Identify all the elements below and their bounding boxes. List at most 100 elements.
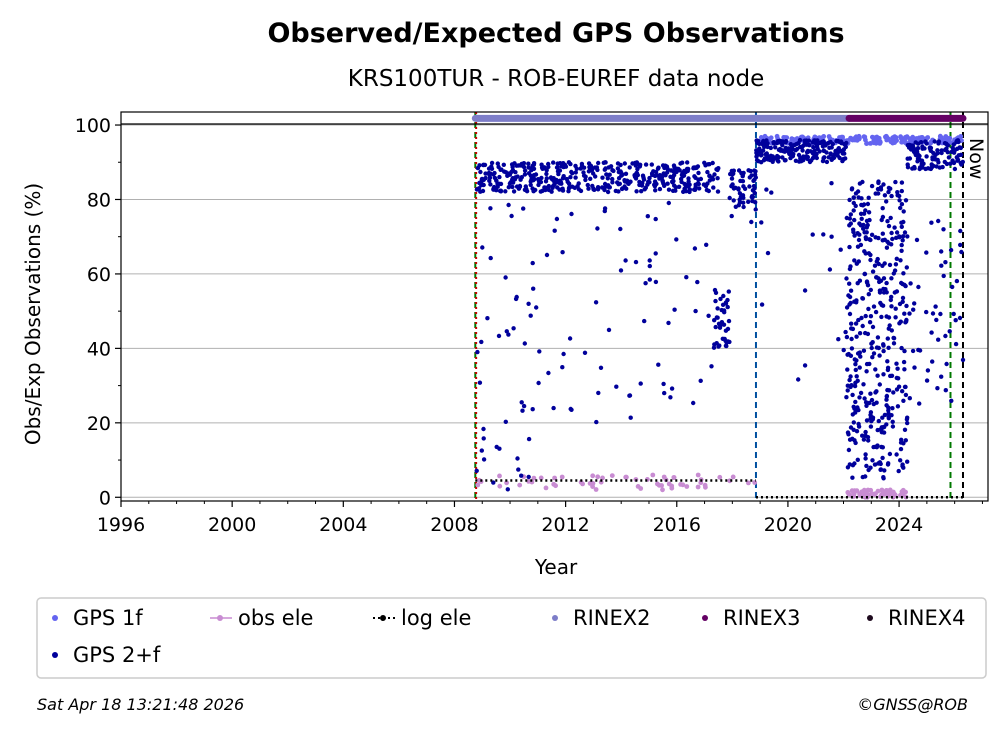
point-gps-2-f — [910, 348, 916, 354]
point-gps-2-f — [875, 186, 881, 192]
point-gps-2-f — [796, 152, 802, 158]
point-gps-2-f — [953, 341, 959, 347]
point-gps-2-f — [711, 185, 716, 190]
point-gps-2-f — [797, 159, 802, 164]
point-gps-2-f — [853, 380, 858, 385]
point-gps-2-f — [954, 278, 960, 284]
point-gps-2-f — [494, 178, 499, 183]
point-obs-ele — [868, 487, 874, 493]
point-gps-2-f — [863, 429, 868, 435]
point-gps-2-f — [848, 374, 853, 379]
y-tick-label: 80 — [87, 189, 111, 211]
point-gps-2-f — [717, 325, 723, 330]
point-gps-2-f — [853, 362, 858, 367]
point-gps-2-f — [522, 172, 528, 177]
point-gps-2-f — [536, 380, 541, 386]
point-gps-2-f — [738, 178, 743, 184]
point-gps-2-f — [864, 361, 870, 367]
point-gps-2-f — [671, 172, 677, 178]
point-gps-2-f — [828, 151, 833, 157]
point-gps-2-f — [790, 154, 795, 159]
point-gps-2-f — [860, 433, 865, 438]
point-gps-2-f — [881, 276, 887, 281]
point-gps-2-f — [569, 211, 574, 217]
point-gps-2-f — [893, 315, 898, 320]
point-gps-2-f — [857, 278, 863, 283]
point-gps-2-f — [852, 233, 857, 238]
point-gps-2-f — [604, 172, 609, 177]
point-gps-2-f — [864, 280, 870, 285]
point-gps-2-f — [759, 302, 765, 307]
y-axis: 0 20 40 60 80 100 — [75, 115, 121, 509]
point-gps-2-f — [554, 216, 560, 222]
point-gps-2-f — [551, 160, 556, 165]
point-gps-2-f — [944, 146, 949, 151]
point-gps-2-f — [866, 292, 871, 297]
point-gps-2-f — [503, 419, 508, 424]
point-gps-2-f — [503, 275, 508, 280]
point-gps-2-f — [498, 181, 504, 187]
point-gps-2-f — [848, 212, 853, 217]
point-gps-2-f — [892, 290, 897, 295]
point-gps-2-f — [863, 452, 868, 457]
point-gps-2-f — [606, 165, 611, 170]
point-gps-2-f — [572, 185, 577, 190]
point-gps-2-f — [876, 191, 881, 196]
point-gps-2-f — [783, 139, 789, 144]
point-gps-2-f — [864, 369, 869, 374]
point-gps-2-f — [723, 338, 728, 344]
point-gps-2-f — [622, 178, 627, 183]
point-gps-2-f — [764, 187, 769, 192]
point-gps-2-f — [686, 179, 691, 184]
point-gps-2-f — [517, 184, 523, 189]
point-gps-2-f — [858, 223, 864, 228]
point-gps-2-f — [555, 161, 560, 166]
point-gps-2-f — [873, 390, 878, 395]
point-gps-2-f — [876, 418, 881, 424]
y-tick-label: 60 — [87, 264, 111, 286]
point-gps-2-f — [712, 318, 717, 323]
point-gps-2-f — [511, 189, 517, 194]
point-gps-2-f — [793, 158, 799, 163]
point-gps-2-f — [685, 160, 690, 165]
point-gps-2-f — [827, 267, 833, 272]
point-gps-2-f — [817, 140, 823, 146]
point-gps-2-f — [851, 404, 856, 409]
point-gps-1f — [840, 134, 845, 140]
point-gps-2-f — [826, 155, 831, 160]
point-gps-2-f — [902, 367, 907, 372]
point-gps-2-f — [753, 207, 758, 212]
point-gps-2-f — [864, 418, 870, 423]
point-gps-2-f — [873, 367, 878, 372]
footer-timestamp: Sat Apr 18 13:21:48 2026 — [37, 695, 244, 714]
point-gps-2-f — [715, 176, 720, 181]
point-gps-2-f — [533, 172, 539, 177]
point-gps-2-f — [802, 363, 808, 368]
point-gps-2-f — [864, 218, 870, 224]
point-gps-2-f — [829, 234, 834, 239]
point-gps-2-f — [870, 324, 876, 330]
point-gps-2-f — [920, 144, 925, 149]
point-gps-2-f — [546, 183, 551, 189]
point-gps-2-f — [610, 168, 615, 173]
point-gps-2-f — [854, 429, 860, 434]
point-gps-2-f — [901, 359, 907, 365]
point-gps-2-f — [917, 401, 922, 406]
point-gps-2-f — [847, 377, 852, 383]
point-gps-2-f — [841, 157, 846, 162]
point-gps-2-f — [497, 174, 502, 180]
y-tick-label: 40 — [87, 338, 111, 360]
point-gps-2-f — [857, 350, 862, 355]
point-gps-2-f — [537, 349, 542, 354]
point-gps-2-f — [515, 456, 520, 461]
point-gps-2-f — [556, 171, 561, 177]
point-gps-2-f — [538, 179, 544, 185]
point-gps-2-f — [769, 190, 774, 195]
point-gps-2-f — [741, 204, 746, 210]
point-gps-2-f — [510, 168, 516, 173]
point-gps-2-f — [860, 296, 865, 301]
point-gps-1f — [876, 138, 882, 143]
point-gps-2-f — [599, 185, 605, 190]
point-gps-2-f — [775, 139, 781, 144]
point-gps-2-f — [673, 185, 679, 190]
